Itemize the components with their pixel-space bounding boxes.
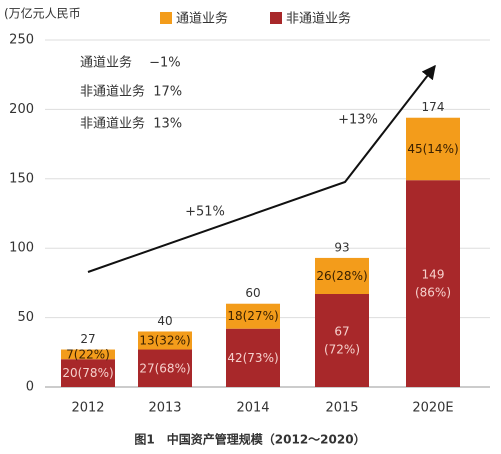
bars (61, 117, 460, 387)
total-label: 27 (80, 332, 95, 346)
grid: 0 50 100 150 200 250 (9, 33, 490, 395)
legend-label: 非通道业务 (286, 11, 351, 27)
value-label: 42(73%) (227, 350, 278, 364)
legend-swatch (160, 12, 172, 24)
value-label: 45(14%) (407, 141, 458, 155)
value-label: 18(27%) (227, 309, 278, 323)
x-tick-label: 2020E (412, 401, 453, 416)
x-tick-label: 2015 (325, 401, 358, 416)
caption: 图1 中国资产管理规模（2012～2020） (134, 432, 365, 447)
bar-segment (138, 331, 192, 350)
total-label: 60 (245, 286, 260, 300)
trend-arrow (87, 64, 436, 273)
total-label: 174 (422, 100, 445, 114)
bar-segment (61, 349, 115, 360)
annotation: +51% (185, 205, 225, 220)
x-tick-label: 2014 (236, 401, 269, 416)
value-label: 26(28%) (316, 268, 367, 282)
value-label: 7(22%) (66, 347, 110, 361)
value-label: 27(68%) (139, 361, 190, 375)
value-label: 67 (72%) (324, 324, 360, 356)
total-label: 40 (157, 314, 172, 328)
bar-segment (226, 303, 280, 329)
y-tick-label: 150 (9, 171, 34, 186)
bar-segment (406, 180, 460, 387)
bar-segment (226, 328, 280, 387)
bar-segment (315, 257, 369, 295)
overlay: 通道业务 非通道业务 2012 20(78%) 7(22%)27 2013 27(68%) 1… (62, 11, 458, 416)
annotation: 非通道业务 13% (80, 116, 182, 132)
value-label: 149 (86%) (415, 267, 451, 299)
x-tick-label: 2012 (71, 401, 104, 416)
annotation: 通道业务 −1% (80, 55, 181, 71)
x-tick-label: 2013 (148, 401, 181, 416)
legend-label: 通道业务 (176, 11, 228, 27)
value-label: 20(78%) (62, 366, 113, 380)
value-label: 13(32%) (139, 333, 190, 347)
y-axis-label: (万亿元人民币 (4, 6, 81, 21)
y-tick-label: 0 (26, 380, 34, 395)
bar-segment (138, 349, 192, 387)
legend-swatch (270, 12, 282, 24)
bar-segment (61, 359, 115, 387)
annotation: +13% (338, 113, 378, 128)
total-label: 93 (334, 240, 349, 254)
bar-segment (315, 294, 369, 387)
bar-segment (406, 117, 460, 181)
y-tick-label: 50 (17, 310, 34, 325)
annotation: 非通道业务 17% (80, 84, 182, 100)
y-tick-label: 200 (9, 102, 34, 117)
y-tick-label: 100 (9, 241, 34, 256)
y-tick-label: 250 (9, 33, 34, 48)
